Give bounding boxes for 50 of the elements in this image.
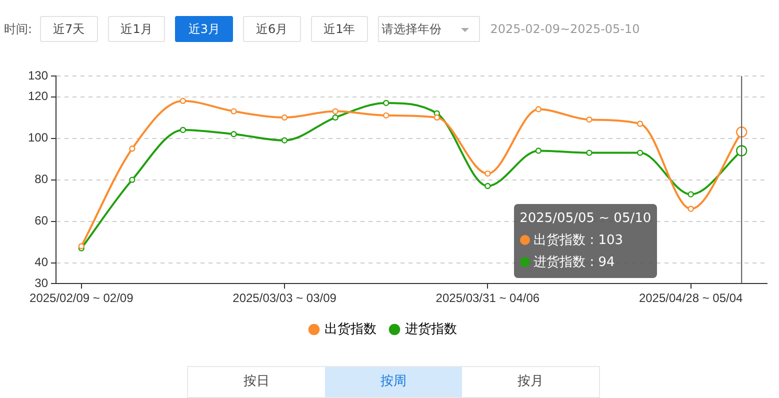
y-tick-label: 60: [34, 214, 48, 228]
annotation: 2025/05/05 ~ 05/10: [520, 210, 652, 228]
point: [332, 114, 338, 121]
point: [180, 98, 186, 104]
text: 近3月: [175, 16, 233, 42]
point: [688, 191, 694, 198]
x-tick-label: 2025/02/09 ~ 02/09: [30, 291, 134, 306]
point: [281, 114, 288, 121]
y-tick-label: 80: [34, 172, 48, 186]
point: [636, 120, 644, 127]
point: [688, 206, 694, 212]
text: 时间:: [4, 20, 32, 38]
x-tick-label: 2025/03/31 ~ 04/06: [436, 291, 540, 306]
y-tick-label: 100: [28, 130, 48, 145]
point: [535, 106, 542, 112]
point: [129, 176, 136, 183]
y-tick-label: 130: [28, 68, 48, 82]
text: 按周: [325, 367, 462, 397]
point: [535, 148, 542, 154]
text: 近1年: [310, 16, 368, 42]
text: 近6月: [242, 16, 301, 42]
point: [484, 182, 491, 190]
text: 近7天: [40, 16, 98, 42]
legend-label: 出货指数: [324, 321, 376, 336]
x-tick-label: 2025/03/03 ~ 03/09: [232, 291, 337, 306]
point: [434, 114, 440, 121]
text: 按日: [242, 373, 270, 391]
point: [484, 170, 491, 177]
point: [180, 126, 186, 134]
annotation: 进货指数 : 94: [532, 254, 616, 272]
text: 请选择年份: [378, 16, 480, 42]
point: [383, 100, 390, 106]
point: [383, 112, 390, 119]
y-tick-label: 40: [34, 255, 48, 270]
y-tick-label: 30: [34, 276, 48, 290]
text: 按月: [516, 373, 544, 391]
point: [230, 108, 237, 114]
annotation: 出货指数 : 103: [532, 232, 624, 250]
text: 近1月: [108, 16, 166, 42]
point: [636, 150, 644, 156]
y-tick-label: 120: [28, 89, 48, 104]
point: [281, 137, 288, 144]
point: [332, 108, 338, 114]
point: [230, 131, 237, 138]
point: [586, 116, 592, 123]
legend-label: 进货指数: [405, 321, 457, 336]
text: 2025-02-09~2025-05-10: [490, 22, 640, 36]
x-tick-label: 2025/04/28 ~ 05/04: [638, 291, 744, 306]
point: [586, 150, 592, 156]
point: [129, 146, 136, 152]
